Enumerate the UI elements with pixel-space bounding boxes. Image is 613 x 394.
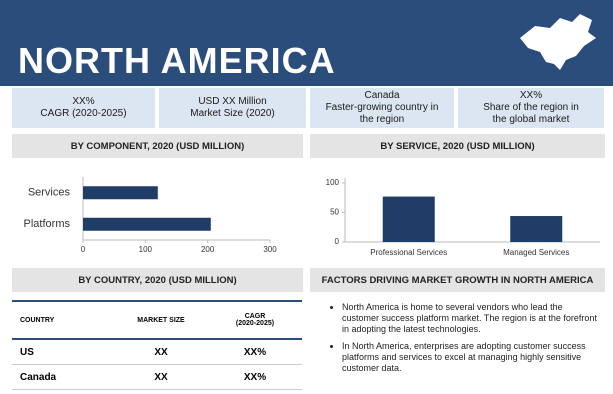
- header-cell: CAGR (2020-2025): [235, 313, 275, 327]
- table-cell: US: [20, 346, 34, 358]
- x-tick-label: 300: [263, 245, 277, 254]
- stat-box: USD XX Million Market Size (2020): [157, 86, 308, 130]
- table-header: COUNTRY MARKET SIZE CAGR (2020-2025): [12, 300, 302, 340]
- component-chart: 0 100 200 300 Services Platforms: [24, 177, 277, 254]
- header: [0, 0, 613, 86]
- stat-text: Faster-growing country in: [325, 102, 439, 113]
- stat-text: Market Size (2020): [190, 108, 275, 119]
- table-row: Canada XX XX%: [12, 365, 302, 390]
- x-tick-label: 100: [139, 245, 153, 254]
- category-label: Platforms: [24, 218, 71, 230]
- table-cell: Canada: [20, 371, 57, 383]
- y-tick-label: 100: [326, 178, 340, 187]
- country-table: COUNTRY MARKET SIZE CAGR (2020-2025) US XX XX…: [12, 300, 302, 390]
- stat-box: Canada Faster-growing country in the regio…: [308, 86, 456, 130]
- stat-text: Canada: [364, 90, 400, 101]
- x-tick-label: 0: [81, 245, 86, 254]
- category-label: Professional Services: [370, 248, 447, 257]
- table-cell: XX%: [243, 346, 267, 358]
- stat-box: XX% CAGR (2020-2025): [10, 86, 157, 130]
- header-cell: MARKET SIZE: [137, 316, 185, 324]
- stat-text: the global market: [492, 114, 570, 125]
- stat-text: the region: [359, 114, 405, 125]
- stat-text: CAGR (2020-2025): [40, 108, 127, 119]
- y-tick-label: 0: [335, 237, 340, 246]
- stat-text: XX%: [72, 96, 95, 107]
- x-tick-label: 200: [201, 245, 215, 254]
- bar: [382, 196, 435, 242]
- section-header: BY COMPONENT, 2020 (USD MILLION): [12, 134, 303, 158]
- service-chart: 0 50 100 Professional Services Managed Servi…: [326, 178, 600, 257]
- section-header: FACTORS DRIVING MARKET GROWTH IN NORTH A…: [310, 268, 605, 292]
- table-cell: XX%: [243, 371, 267, 383]
- bullet-list: North America is home to several vendors…: [330, 302, 600, 380]
- title: NORTH AMERICA: [18, 40, 336, 81]
- bullet-item: In North America, enterprises are adopti…: [342, 341, 600, 374]
- bar: [83, 186, 158, 200]
- table-row: US XX XX%: [12, 340, 302, 365]
- section-header: BY SERVICE, 2020 (USD MILLION): [310, 134, 605, 158]
- bullet-item: North America is home to several vendors…: [342, 302, 600, 335]
- stat-text: XX%: [519, 90, 543, 101]
- bar: [510, 216, 563, 242]
- category-label: Services: [28, 187, 71, 199]
- category-label: Managed Services: [503, 248, 569, 257]
- map-icon: [520, 14, 596, 70]
- stat-text: USD XX Million: [198, 96, 267, 107]
- table-cell: XX: [154, 371, 168, 383]
- y-tick-label: 50: [330, 208, 339, 217]
- section-header: BY COUNTRY, 2020 (USD MILLION): [12, 268, 303, 292]
- table-cell: XX: [154, 346, 168, 358]
- header-cell: COUNTRY: [20, 316, 55, 324]
- stat-box: XX% Share of the region in the global mark…: [456, 86, 606, 130]
- stat-text: Share of the region in: [483, 102, 579, 113]
- bar: [83, 217, 211, 231]
